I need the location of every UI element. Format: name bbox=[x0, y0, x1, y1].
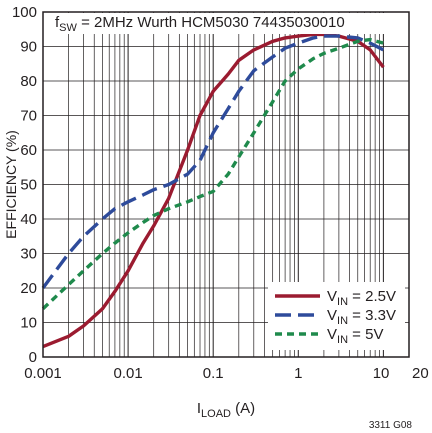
y-tick-label: 90 bbox=[20, 39, 37, 56]
legend-label-2: VIN = 3.3V bbox=[327, 307, 396, 327]
y-axis-label: EFFICIENCY (%) bbox=[3, 130, 19, 239]
annotation-sub: SW bbox=[59, 22, 77, 34]
annotation-main: f bbox=[55, 14, 60, 31]
y-tick-label: 20 bbox=[20, 280, 37, 297]
y-tick-label: 50 bbox=[20, 177, 37, 194]
x-axis-label: ILOAD (A) bbox=[197, 400, 255, 420]
figure-id: 3311 G08 bbox=[369, 420, 413, 431]
plot-frame bbox=[42, 11, 410, 358]
annotation-background bbox=[52, 13, 402, 34]
x-axis-label-rest: (A) bbox=[231, 400, 255, 417]
series-line-2 bbox=[41, 34, 385, 290]
series-line-3 bbox=[41, 37, 384, 310]
x-tick-label: 0.1 bbox=[203, 365, 224, 382]
y-tick-label: 10 bbox=[20, 315, 37, 332]
series-lines bbox=[41, 32, 385, 349]
x-tick-label: 1 bbox=[294, 365, 302, 382]
x-axis-label-main: I bbox=[197, 400, 201, 417]
y-tick-label: 60 bbox=[20, 142, 37, 159]
x-tick-label: 0.01 bbox=[113, 365, 142, 382]
y-tick-label: 80 bbox=[20, 73, 37, 90]
legend-label-3: VIN = 5V bbox=[327, 326, 383, 346]
y-tick-label: 100 bbox=[12, 4, 37, 21]
y-tick-label: 0 bbox=[29, 349, 37, 366]
x-tick-label: 0.001 bbox=[24, 365, 62, 382]
x-tick-labels: 0.001 0.01 0.1 1 10 20 bbox=[24, 365, 428, 382]
legend-label-1: VIN = 2.5V bbox=[327, 288, 396, 308]
annotation: fSW = 2MHz Wurth HCM5030 74435030010 bbox=[55, 14, 345, 34]
y-tick-label: 40 bbox=[20, 211, 37, 228]
x-tick-label: 20 bbox=[412, 365, 429, 382]
x-axis-label-sub: LOAD bbox=[201, 408, 231, 420]
y-tick-label: 30 bbox=[20, 246, 37, 263]
y-tick-labels: 0 10 20 30 40 50 60 70 80 90 100 bbox=[12, 4, 37, 366]
x-tick-label: 10 bbox=[373, 365, 390, 382]
y-tick-label: 70 bbox=[20, 108, 37, 125]
annotation-rest: = 2MHz Wurth HCM5030 74435030010 bbox=[77, 14, 345, 31]
